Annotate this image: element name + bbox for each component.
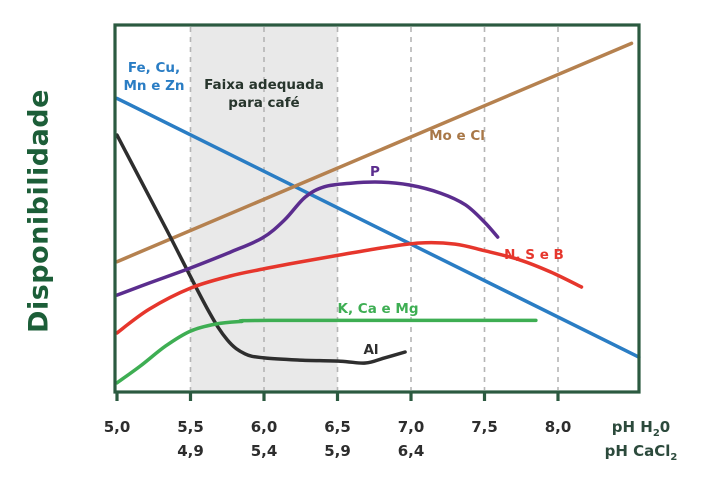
- curve-fe-cu-mn-zn: [115, 96, 641, 359]
- x-tick-ph-cacl2: 5,4: [250, 442, 278, 460]
- k-ca-mg-label: K, Ca e Mg: [337, 300, 419, 317]
- curve-mo-cl: [115, 41, 634, 264]
- al-label: Al: [363, 341, 379, 358]
- curve-p: [115, 180, 500, 297]
- x-tick-ph-cacl2: 5,9: [324, 442, 351, 460]
- curve-k-ca-mg: [115, 318, 538, 385]
- nutrient-curves: [115, 41, 641, 385]
- curve-n-s-b: [115, 240, 584, 335]
- x-tick-ph-h2o: 5,0: [103, 418, 131, 436]
- x-tick-ph-h2o: 7,0: [397, 418, 425, 436]
- x-tick-ph-h2o: 5,5: [177, 418, 204, 436]
- x-axis-unit-ph-cacl2: pH CaCl2: [604, 442, 678, 463]
- x-tick-ph-h2o: 8,0: [544, 418, 572, 436]
- x-tick-ph-h2o: 6,0: [250, 418, 278, 436]
- x-tick-ph-cacl2: 4,9: [177, 442, 204, 460]
- plot-border: [113, 23, 641, 394]
- p-label: P: [370, 163, 380, 180]
- fe-cu-mn-zn-label: Fe, Cu, Mn e Zn: [123, 59, 185, 94]
- n-s-b-label: N, S e B: [504, 246, 564, 263]
- axis-tick-marks: [115, 392, 560, 401]
- x-tick-ph-h2o: 6,5: [324, 418, 351, 436]
- x-tick-ph-cacl2: 6,4: [397, 442, 425, 460]
- curve-al: [115, 133, 407, 365]
- mo-cl-label: Mo e Cl: [429, 127, 485, 144]
- x-tick-ph-h2o: 7,5: [471, 418, 498, 436]
- band-label: Faixa adequada para café: [204, 76, 324, 111]
- x-axis-unit-ph-h2o: pH H20: [611, 418, 671, 439]
- y-axis-title: Disponibilidade: [23, 89, 55, 333]
